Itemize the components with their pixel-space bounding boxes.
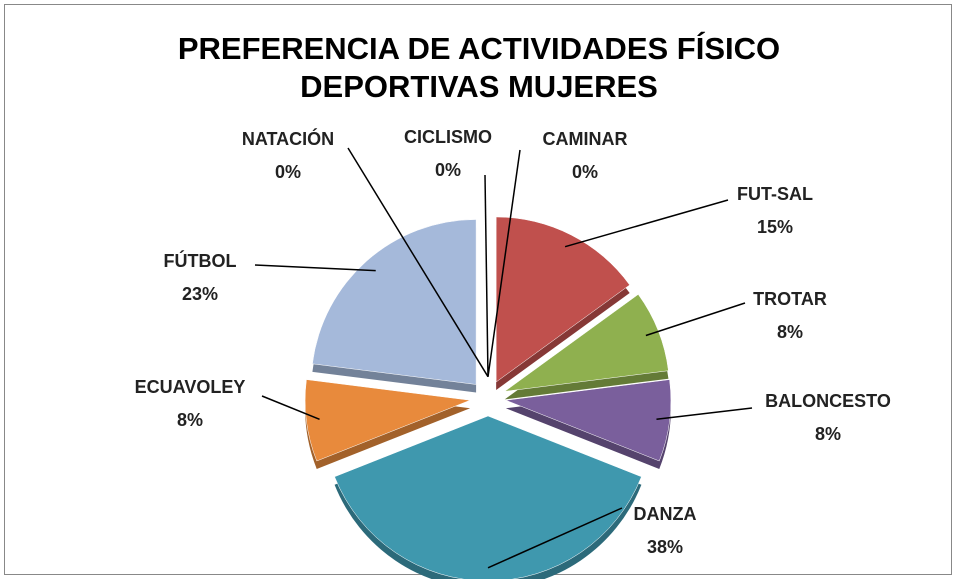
category-label: BALONCESTO — [765, 391, 891, 411]
value-label: 8% — [177, 410, 203, 430]
leader-line — [254, 264, 376, 272]
category-label: FUT-SAL — [737, 184, 813, 204]
value-label: 15% — [757, 217, 793, 237]
slice — [304, 379, 471, 462]
category-label: NATACIÓN — [242, 128, 334, 149]
leader-line — [347, 147, 489, 378]
slice — [504, 294, 669, 392]
value-label: 8% — [815, 424, 841, 444]
chart-title: PREFERENCIA DE ACTIVIDADES FÍSICO DEPORT… — [177, 31, 781, 104]
value-label: 0% — [275, 162, 301, 182]
value-label: 8% — [777, 322, 803, 342]
category-label: TROTAR — [753, 289, 827, 309]
category-label: DANZA — [634, 504, 697, 524]
slice — [505, 379, 672, 462]
slice — [312, 219, 477, 385]
category-label: FÚTBOL — [164, 250, 237, 271]
leader-line — [487, 507, 623, 569]
value-label: 0% — [572, 162, 598, 182]
slice — [495, 216, 631, 383]
leader-line — [656, 407, 753, 421]
slice — [334, 415, 642, 579]
value-label: 38% — [647, 537, 683, 557]
leader-line — [564, 199, 729, 248]
value-label: 23% — [182, 284, 218, 304]
category-label: CAMINAR — [543, 129, 628, 149]
value-label: 0% — [435, 160, 461, 180]
leader-line — [261, 395, 320, 420]
category-label: ECUAVOLEY — [135, 377, 246, 397]
leader-line — [487, 149, 521, 377]
leader-line — [484, 174, 489, 377]
category-label: CICLISMO — [404, 127, 492, 147]
leader-line — [645, 302, 746, 337]
